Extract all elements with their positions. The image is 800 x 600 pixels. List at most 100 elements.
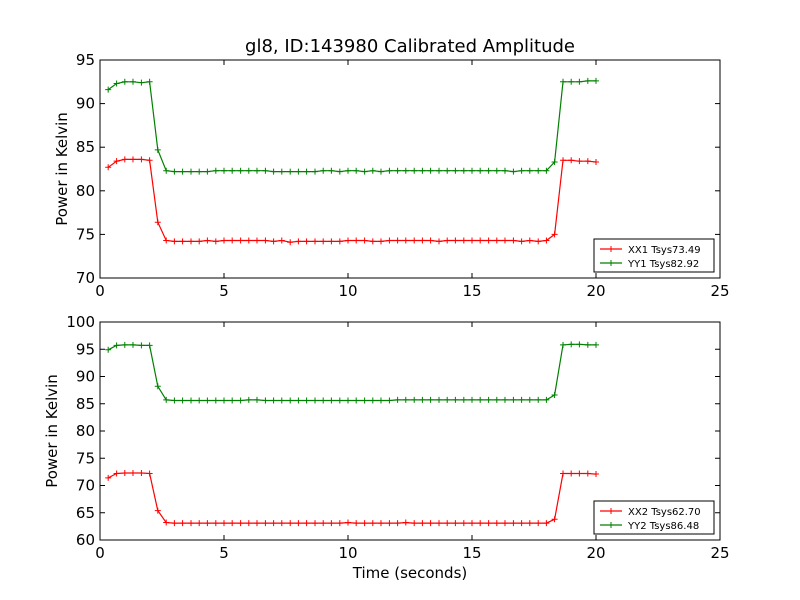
data-point bbox=[485, 237, 492, 244]
data-point bbox=[312, 168, 319, 175]
data-point bbox=[179, 238, 186, 245]
data-point bbox=[361, 520, 368, 527]
data-point bbox=[188, 238, 195, 245]
data-point bbox=[493, 167, 500, 174]
legend-box bbox=[593, 238, 715, 273]
data-point bbox=[245, 396, 252, 403]
data-point bbox=[345, 167, 351, 174]
data-point bbox=[113, 342, 120, 349]
series-line bbox=[107, 472, 597, 524]
data-point bbox=[560, 157, 567, 164]
data-point bbox=[163, 237, 170, 244]
plot-frame bbox=[99, 59, 721, 279]
data-point bbox=[328, 238, 335, 245]
data-point bbox=[163, 396, 170, 403]
data-point bbox=[221, 520, 227, 527]
x-tick-label: 10 bbox=[338, 544, 357, 562]
data-point bbox=[411, 520, 418, 527]
data-point bbox=[262, 237, 269, 244]
data-point bbox=[568, 157, 575, 164]
series-1 bbox=[105, 469, 599, 527]
data-point bbox=[320, 397, 327, 404]
data-point bbox=[369, 397, 376, 404]
data-point bbox=[171, 168, 178, 175]
data-point bbox=[477, 396, 484, 403]
data-point bbox=[278, 397, 285, 404]
data-point bbox=[212, 167, 219, 174]
series-2 bbox=[105, 341, 599, 404]
data-point bbox=[204, 237, 211, 244]
y-tick-label: 75 bbox=[76, 449, 95, 467]
data-point bbox=[501, 237, 508, 244]
data-point bbox=[121, 341, 128, 348]
data-point bbox=[501, 167, 508, 174]
data-point bbox=[270, 520, 277, 527]
x-axis-label: Time (seconds) bbox=[352, 564, 468, 582]
x-tick-label: 20 bbox=[586, 282, 605, 300]
data-point bbox=[452, 237, 459, 244]
data-point bbox=[105, 346, 112, 353]
data-point bbox=[493, 237, 500, 244]
data-point bbox=[526, 520, 533, 527]
y-tick-label: 70 bbox=[76, 477, 95, 495]
y-tick-label: 65 bbox=[76, 504, 95, 522]
data-point bbox=[105, 86, 112, 93]
data-point bbox=[543, 520, 550, 527]
y-tick-label: 95 bbox=[76, 51, 95, 69]
data-point bbox=[369, 520, 376, 527]
data-point bbox=[295, 238, 302, 245]
data-point bbox=[402, 396, 409, 403]
y-axis-label: Power in Kelvin bbox=[53, 112, 71, 226]
data-point bbox=[584, 341, 591, 348]
data-point bbox=[386, 397, 393, 404]
data-point bbox=[560, 341, 567, 348]
data-point bbox=[262, 397, 269, 404]
data-point bbox=[551, 231, 558, 238]
data-point bbox=[303, 238, 310, 245]
data-point bbox=[129, 78, 136, 85]
data-point bbox=[510, 168, 517, 175]
data-point bbox=[345, 519, 351, 526]
data-point bbox=[460, 167, 467, 174]
data-point bbox=[518, 167, 525, 174]
data-point bbox=[593, 77, 599, 84]
data-point bbox=[196, 238, 203, 245]
data-point bbox=[212, 397, 219, 404]
data-point bbox=[295, 520, 302, 527]
data-point bbox=[427, 167, 434, 174]
data-point bbox=[427, 520, 434, 527]
x-tick-label: 5 bbox=[219, 282, 229, 300]
data-point bbox=[452, 396, 459, 403]
data-point bbox=[493, 520, 500, 527]
data-point bbox=[411, 167, 418, 174]
data-point bbox=[253, 237, 260, 244]
data-point bbox=[138, 469, 145, 476]
data-point bbox=[369, 167, 376, 174]
data-point bbox=[253, 520, 260, 527]
data-point bbox=[287, 239, 294, 246]
data-point bbox=[336, 397, 343, 404]
data-point bbox=[584, 470, 591, 477]
data-point bbox=[568, 341, 575, 348]
data-point bbox=[105, 474, 112, 481]
x-tick-label: 25 bbox=[710, 282, 729, 300]
x-tick-label: 25 bbox=[710, 544, 729, 562]
data-point bbox=[568, 470, 575, 477]
data-point bbox=[253, 396, 260, 403]
data-point bbox=[452, 167, 459, 174]
data-point bbox=[535, 238, 542, 245]
data-point bbox=[312, 520, 319, 527]
data-point bbox=[469, 237, 475, 244]
data-point bbox=[146, 78, 153, 85]
data-point bbox=[121, 156, 128, 163]
data-point bbox=[163, 519, 170, 526]
data-point bbox=[221, 397, 227, 404]
data-point bbox=[369, 238, 376, 245]
data-point bbox=[593, 341, 599, 348]
data-point bbox=[377, 168, 384, 175]
data-point bbox=[386, 237, 393, 244]
data-point bbox=[469, 520, 475, 527]
data-point bbox=[196, 397, 203, 404]
data-point bbox=[518, 396, 525, 403]
